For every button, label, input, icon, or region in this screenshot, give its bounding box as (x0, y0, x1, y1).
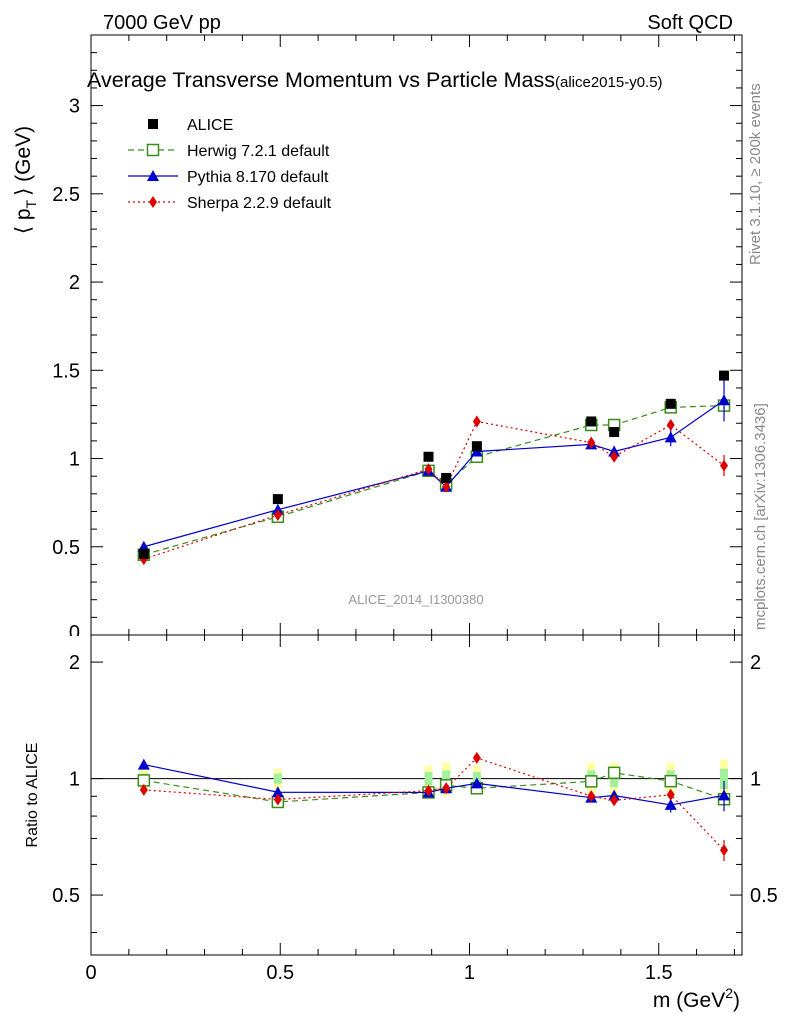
sherpa-ratio-point (666, 788, 675, 801)
rivet-label: Rivet 3.1.10, ≥ 200k events (747, 83, 764, 265)
legend-label: ALICE (187, 117, 233, 134)
pythia-ratio-point (137, 758, 150, 770)
data-points-layer (138, 370, 730, 559)
sherpa-point (273, 509, 282, 521)
alice-data-point (471, 441, 482, 452)
zero-label-mask (60, 636, 90, 650)
sherpa-ratio-point (139, 783, 148, 796)
x-tick-label: 1.5 (645, 962, 673, 984)
legend-label: Sherpa 2.2.9 default (187, 195, 332, 212)
x-axis-label-sup: 2 (725, 985, 733, 1001)
sherpa-ratio-line (143, 757, 725, 851)
pythia-ratio-point (470, 777, 483, 789)
chart-title-tag: (alice2015-y0.5) (555, 74, 663, 91)
ratio-band-inner (424, 771, 433, 786)
herwig-ratio-point (664, 774, 677, 788)
x-tick-label: 1 (464, 962, 475, 984)
y-axis-label-unit: ⟩ (GeV) (12, 126, 35, 196)
main-y-tick-label: 2.5 (52, 184, 80, 206)
x-tick-label: 0.5 (266, 962, 294, 984)
alice-data-point (138, 548, 149, 559)
sherpa-ratio-point (720, 844, 729, 857)
x-axis-label-close: ) (733, 989, 740, 1012)
y-axis-label-prefix: ⟨ p (12, 208, 35, 234)
sherpa-point (424, 463, 433, 476)
ratio-y-tick-label: 0.5 (52, 885, 80, 907)
herwig-ratio-point (584, 775, 598, 788)
sherpa-point (720, 459, 729, 472)
x-tick-label: 0 (85, 962, 96, 984)
alice-data-point (423, 451, 434, 462)
ratio-y-tick-label: 2 (69, 652, 80, 674)
legend-marker (149, 196, 157, 208)
legend-label: Herwig 7.2.1 default (187, 143, 330, 160)
legend-marker (148, 119, 158, 129)
sherpa-ratio-point (273, 793, 282, 806)
ratio-band-inner (442, 770, 451, 788)
y-axis-label: ⟨ pT ⟩ (GeV) (12, 126, 39, 234)
main-y-tick-label: 1.5 (52, 360, 80, 382)
axis-ticks: 0 0.5 1 1.5 0 0.5 1 1.5 2 2.5 3 0.5 0.5 1 1 2 2 (52, 34, 778, 984)
legend: ALICE Herwig 7.2.1 default Pythia 8.170 de… (128, 117, 332, 212)
ratio-y-tick-label-right: 1 (750, 769, 761, 791)
x-axis-label-text: m (GeV (653, 989, 725, 1012)
main-y-tick-label: 0.5 (52, 537, 80, 559)
sherpa-ratio-point (472, 751, 481, 764)
sherpa-point (472, 415, 481, 428)
pythia-point (718, 394, 731, 406)
ratio-band-inner (273, 773, 282, 784)
alice-data-point (665, 398, 676, 409)
pythia-point (664, 431, 677, 443)
sherpa-ratio-point (424, 784, 433, 797)
ratio-y-tick-label-right: 2 (750, 652, 761, 674)
herwig-ratio-point (607, 766, 621, 780)
pythia-ratio-line (143, 763, 725, 806)
ratio-y-axis-label: Ratio to ALICE (24, 743, 41, 848)
series-layer (137, 379, 731, 862)
ratio-band-inner (720, 768, 729, 789)
header-process-label: Soft QCD (647, 12, 733, 34)
alice-data-point (719, 370, 730, 381)
sherpa-ratio-point (610, 794, 619, 807)
sherpa-ratio-point (587, 790, 596, 803)
y-axis-label-sub: T (23, 199, 39, 208)
legend-marker (147, 170, 159, 181)
herwig-ratio-line (143, 772, 725, 803)
alice-data-point (609, 427, 620, 438)
main-y-tick-label: 3 (69, 96, 80, 118)
main-y-tick-label: 2 (69, 272, 80, 294)
sherpa-point (666, 419, 675, 431)
sherpa-line (143, 420, 725, 560)
header-energy-label: 7000 GeV pp (103, 12, 221, 34)
chart-title-text: Average Transverse Momentum vs Particle … (87, 68, 555, 92)
legend-marker (146, 143, 160, 157)
analysis-watermark: ALICE_2014_I1300380 (348, 592, 483, 607)
chart-title: Average Transverse Momentum vs Particle … (87, 68, 663, 92)
mcplots-label: mcplots.cern.ch [arXiv:1306.3436] (752, 403, 769, 630)
alice-data-point (272, 494, 283, 505)
legend-label: Pythia 8.170 default (187, 169, 329, 186)
pythia-ratio-point (664, 798, 677, 810)
ratio-y-tick-label: 1 (69, 769, 80, 791)
main-y-tick-label: 1 (69, 449, 80, 471)
sherpa-ratio-point (442, 782, 451, 795)
alice-data-point (441, 472, 452, 483)
pythia-ratio-point (718, 789, 731, 801)
x-axis-label: m (GeV2) (653, 985, 740, 1012)
alice-data-point (586, 416, 597, 427)
ratio-y-tick-label-right: 0.5 (750, 885, 778, 907)
ratio-plot-frame (90, 634, 743, 956)
sherpa-point (442, 480, 451, 493)
sherpa-point (610, 450, 619, 463)
main-y-tick-label: 0 (69, 622, 80, 644)
pythia-ratio-point (271, 786, 284, 798)
sherpa-point (587, 436, 596, 449)
herwig-line (143, 404, 725, 556)
